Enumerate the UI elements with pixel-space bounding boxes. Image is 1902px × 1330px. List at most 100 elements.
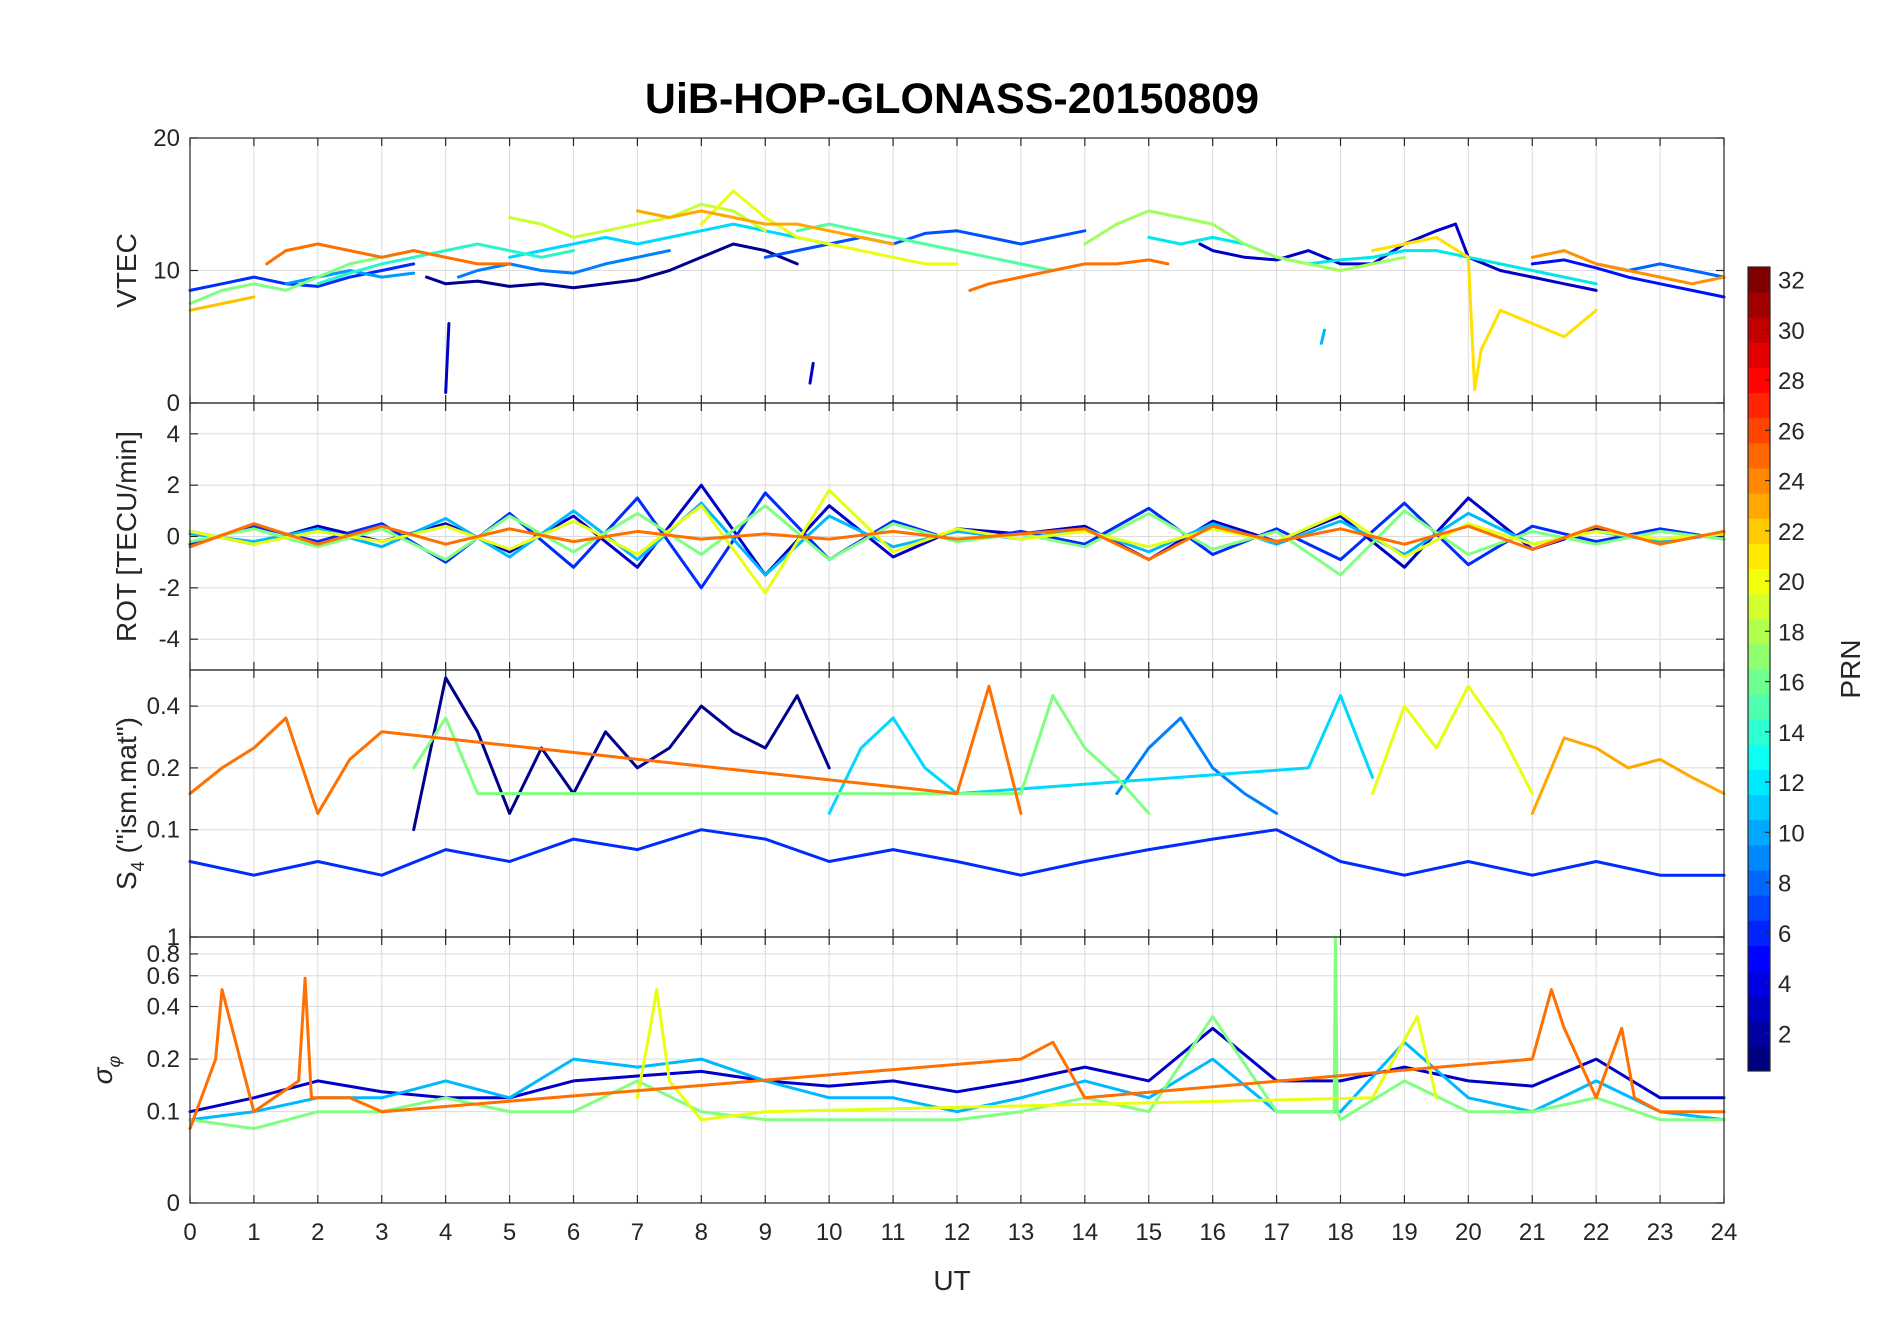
x-tick-label: 15 bbox=[1135, 1219, 1162, 1246]
colorbar-tick-label: 30 bbox=[1778, 318, 1805, 345]
colorbar-segment bbox=[1748, 643, 1770, 670]
colorbar-tick-label: 22 bbox=[1778, 519, 1805, 546]
series-prn-11 bbox=[188, 501, 1726, 577]
chart-title: UiB-HOP-GLONASS-20150809 bbox=[645, 75, 1259, 123]
x-tick-label: 12 bbox=[944, 1219, 971, 1246]
y-axis-label-sub: 4 bbox=[128, 861, 148, 871]
colorbar-segment bbox=[1748, 719, 1770, 745]
colorbar-segment bbox=[1748, 744, 1770, 770]
x-tick-label: 7 bbox=[631, 1219, 644, 1246]
colorbar-segment bbox=[1748, 844, 1770, 871]
series-prn-11 bbox=[188, 1040, 1726, 1122]
colorbar-segment bbox=[1748, 995, 1770, 1022]
series-prn-1 bbox=[412, 676, 831, 832]
y-tick-label: 1 bbox=[167, 924, 180, 951]
colorbar-tick-label: 10 bbox=[1778, 820, 1805, 847]
colorbar-tick-label: 20 bbox=[1778, 569, 1805, 596]
y-tick-label: 2 bbox=[167, 472, 180, 499]
series-prn-24 bbox=[188, 684, 1023, 815]
colorbar-segment bbox=[1748, 417, 1770, 444]
colorbar-tick-label: 18 bbox=[1778, 619, 1805, 646]
colorbar-frame bbox=[1747, 266, 1771, 1072]
x-tick-label: 6 bbox=[567, 1219, 580, 1246]
y-axis-label-sub: φ bbox=[104, 1055, 124, 1067]
colorbar-segment bbox=[1748, 895, 1770, 921]
colorbar-segment bbox=[1748, 618, 1770, 645]
colorbar-segment bbox=[1748, 593, 1770, 620]
y-axis-label-main: σ bbox=[87, 1066, 118, 1084]
panel-2: -4 -2 0 2 4 ROT [TECU/min] bbox=[111, 402, 1726, 671]
x-tick-label: 13 bbox=[1008, 1219, 1035, 1246]
x-tick-label: 17 bbox=[1263, 1219, 1290, 1246]
series-prn-12 bbox=[508, 222, 831, 259]
x-tick-label: 14 bbox=[1071, 1219, 1098, 1246]
colorbar-segment bbox=[1748, 870, 1770, 896]
colorbar-tick-label: 28 bbox=[1778, 368, 1805, 395]
series-prn-1 bbox=[425, 242, 799, 290]
colorbar-segment bbox=[1748, 1020, 1770, 1047]
x-tick-label: 24 bbox=[1711, 1219, 1738, 1246]
series-prn-19 bbox=[188, 488, 1726, 595]
colorbar-segment bbox=[1748, 442, 1770, 469]
y-axis-label: VTEC bbox=[111, 233, 142, 308]
series-prn-19 bbox=[635, 988, 1438, 1122]
colorbar-segment bbox=[1748, 493, 1770, 519]
series-prn-10 bbox=[284, 269, 416, 286]
colorbar-tick-label: 14 bbox=[1778, 720, 1805, 747]
panel-1: 0 10 20 VTEC bbox=[111, 125, 1726, 417]
y-tick-label: 0 bbox=[167, 390, 180, 417]
x-tick-label: 8 bbox=[695, 1219, 708, 1246]
x-axis-label: UT bbox=[933, 1265, 970, 1296]
x-tick-label: 18 bbox=[1327, 1219, 1354, 1246]
colorbar-tick-label: 4 bbox=[1778, 971, 1791, 998]
y-tick-label: -4 bbox=[159, 626, 180, 653]
series-prn-6 bbox=[763, 229, 1087, 259]
x-axis: 0 1 2 3 4 5 6 7 8 9 10 11 12 13 14 15 16 17 18 19 20 21 22 23 24 bbox=[183, 1219, 1737, 1246]
series-prn-3 bbox=[444, 322, 451, 394]
y-tick-label: 10 bbox=[153, 258, 180, 285]
series-prn-18 bbox=[508, 202, 767, 239]
colorbar-segment bbox=[1748, 367, 1770, 394]
y-axis-label: S4 ("ism.mat") bbox=[111, 717, 148, 890]
colorbar-segment bbox=[1748, 794, 1770, 821]
x-tick-label: 20 bbox=[1455, 1219, 1482, 1246]
x-tick-label: 23 bbox=[1647, 1219, 1674, 1246]
colorbar-tick-label: 16 bbox=[1778, 670, 1805, 697]
x-tick-label: 2 bbox=[311, 1219, 324, 1246]
colorbar-tick-label: 2 bbox=[1778, 1021, 1791, 1048]
series-prn-12 bbox=[827, 694, 1374, 815]
y-tick-label: 0.2 bbox=[147, 755, 180, 782]
y-tick-label: 0.1 bbox=[147, 817, 180, 844]
x-tick-label: 5 bbox=[503, 1219, 516, 1246]
series-prn-22 bbox=[635, 209, 895, 246]
series-prn-5 bbox=[188, 828, 1726, 877]
colorbar-segment bbox=[1748, 292, 1770, 318]
colorbar-tick-label: 24 bbox=[1778, 469, 1805, 496]
series-prn-11 bbox=[1319, 328, 1326, 345]
colorbar-tick-label: 26 bbox=[1778, 418, 1805, 445]
colorbar-segment bbox=[1748, 543, 1770, 569]
colorbar-segment bbox=[1748, 392, 1770, 419]
x-tick-label: 4 bbox=[439, 1219, 452, 1246]
colorbar-segment bbox=[1748, 518, 1770, 544]
colorbar-segment bbox=[1748, 694, 1770, 720]
y-tick-label: 0 bbox=[167, 524, 180, 551]
panel-3: 0.10.20.4S4 ("ism.mat") bbox=[111, 669, 1726, 938]
colorbar-segment bbox=[1748, 342, 1770, 368]
x-tick-label: 0 bbox=[183, 1219, 196, 1246]
colorbar-tick-label: 6 bbox=[1778, 921, 1791, 948]
y-tick-label: -2 bbox=[159, 575, 180, 602]
series-prn-19 bbox=[1371, 684, 1534, 796]
y-tick-label: 0 bbox=[167, 1190, 180, 1217]
series-prn-24 bbox=[968, 258, 1170, 292]
series-prn-20 bbox=[1371, 235, 1598, 392]
series-prn-15 bbox=[795, 222, 1055, 272]
x-tick-label: 11 bbox=[881, 1219, 906, 1246]
y-axis-label-main: S bbox=[111, 871, 142, 890]
colorbar-segment bbox=[1748, 267, 1770, 293]
x-tick-label: 16 bbox=[1199, 1219, 1226, 1246]
series-prn-21 bbox=[188, 295, 256, 312]
colorbar-segment bbox=[1748, 769, 1770, 796]
colorbar-tick-label: 8 bbox=[1778, 871, 1791, 898]
